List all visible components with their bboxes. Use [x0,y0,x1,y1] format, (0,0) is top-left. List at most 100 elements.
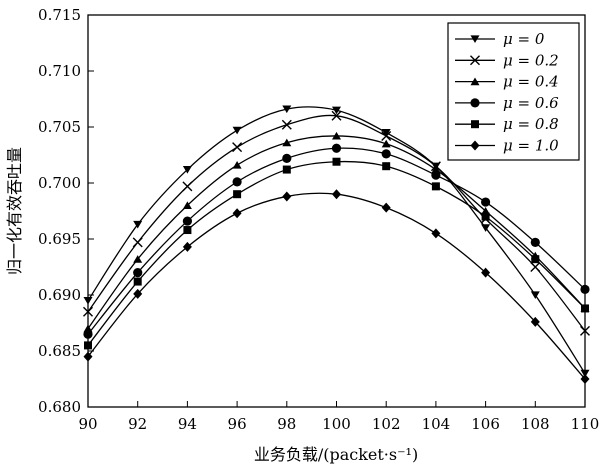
data-point [282,191,292,202]
x-tick-label: 92 [128,415,147,433]
data-point [182,165,192,174]
legend-marker [470,77,480,86]
data-point [133,277,142,286]
y-tick-label: 0.690 [38,286,81,304]
data-point [431,228,441,239]
x-tick-label: 110 [571,415,600,433]
x-tick-label: 104 [422,415,451,433]
legend-item: μ = 1.0 [455,137,559,155]
data-point [232,126,242,135]
data-point [282,138,292,147]
y-axis-title: 归一化有效吞吐量 [5,147,24,275]
legend-item: μ = 0.6 [455,94,559,112]
series-4 [84,157,589,350]
data-point [182,241,192,252]
data-point [530,291,540,300]
legend-item: μ = 0.2 [455,51,559,69]
data-point [381,202,391,213]
data-point [530,262,541,272]
data-point [381,130,392,141]
series-5 [83,189,590,384]
data-point [182,181,193,192]
data-point [332,131,341,140]
legend-item: μ = 0.8 [455,115,559,133]
legend-label: μ = 1.0 [503,137,559,155]
legend: μ = 0 μ = 0.2 μ = 0.4 μ = 0.6 μ = 0.8 μ = 1.0 [447,22,580,161]
legend-marker [470,35,480,44]
data-point [431,182,440,191]
legend-label: μ = 0.2 [503,51,559,69]
data-point [530,237,540,247]
y-tick-label: 0.680 [38,398,81,416]
data-point [431,170,441,180]
y-tick-label: 0.715 [38,6,81,24]
series-3 [83,143,590,339]
data-point [233,190,242,199]
data-point [581,304,589,313]
data-point [331,110,342,121]
data-point [531,255,540,264]
legend-marker [471,120,479,129]
legend-item: μ = 0.4 [455,73,559,91]
data-point [182,216,192,226]
legend-marker [470,55,480,66]
data-point [580,325,590,336]
data-point [580,369,590,378]
data-point [332,157,341,166]
data-point [381,129,391,137]
data-point [183,226,192,235]
data-point [182,201,192,209]
data-point [83,329,93,339]
data-point [133,268,143,278]
legend-label: μ = 0.8 [503,115,559,133]
data-point [332,189,341,200]
y-tick-label: 0.700 [38,174,81,192]
data-point [232,161,242,169]
data-point [83,297,93,305]
data-point [381,149,391,159]
x-tick-label: 94 [178,415,197,433]
data-point [133,288,143,299]
data-point [232,177,242,187]
x-tick-label: 100 [322,415,351,433]
data-point [580,374,590,384]
data-point [481,197,491,207]
data-point [332,106,341,115]
data-point [580,284,590,294]
data-point [133,255,143,263]
x-tick-label: 108 [521,415,550,433]
data-point [132,237,143,248]
y-tick-label: 0.685 [38,342,81,360]
legend-label: μ = 0.6 [503,94,559,112]
legend-label: μ = 0 [503,30,545,48]
data-point [331,143,342,153]
x-tick-label: 90 [78,415,97,433]
series-0 [83,105,590,378]
data-point [530,316,540,327]
data-point [481,212,490,221]
axis-ticks: 90 92 94 96 98 100 102 104 106 108 110 0.680 0.685 0.… [38,6,599,433]
data-point [83,306,93,317]
data-point [382,162,391,171]
data-point [481,224,491,232]
x-tick-label: 96 [228,415,247,433]
legend-box [447,22,580,161]
data-point [481,267,491,278]
legend-item: μ = 0 [455,30,545,48]
y-tick-label: 0.705 [38,118,81,136]
x-axis-title: 业务负载/(packet·s⁻¹) [254,445,418,464]
legend-marker [470,98,480,108]
data-point [282,165,291,174]
data-point [281,119,292,130]
data-point [84,341,92,350]
data-point [232,208,242,219]
data-point [381,139,391,148]
data-point [133,220,143,229]
legend-label: μ = 0.4 [503,73,559,91]
x-tick-label: 98 [277,415,296,433]
data-point [282,153,292,163]
data-point [232,142,243,153]
x-tick-label: 106 [471,415,500,433]
y-tick-label: 0.695 [38,230,81,248]
